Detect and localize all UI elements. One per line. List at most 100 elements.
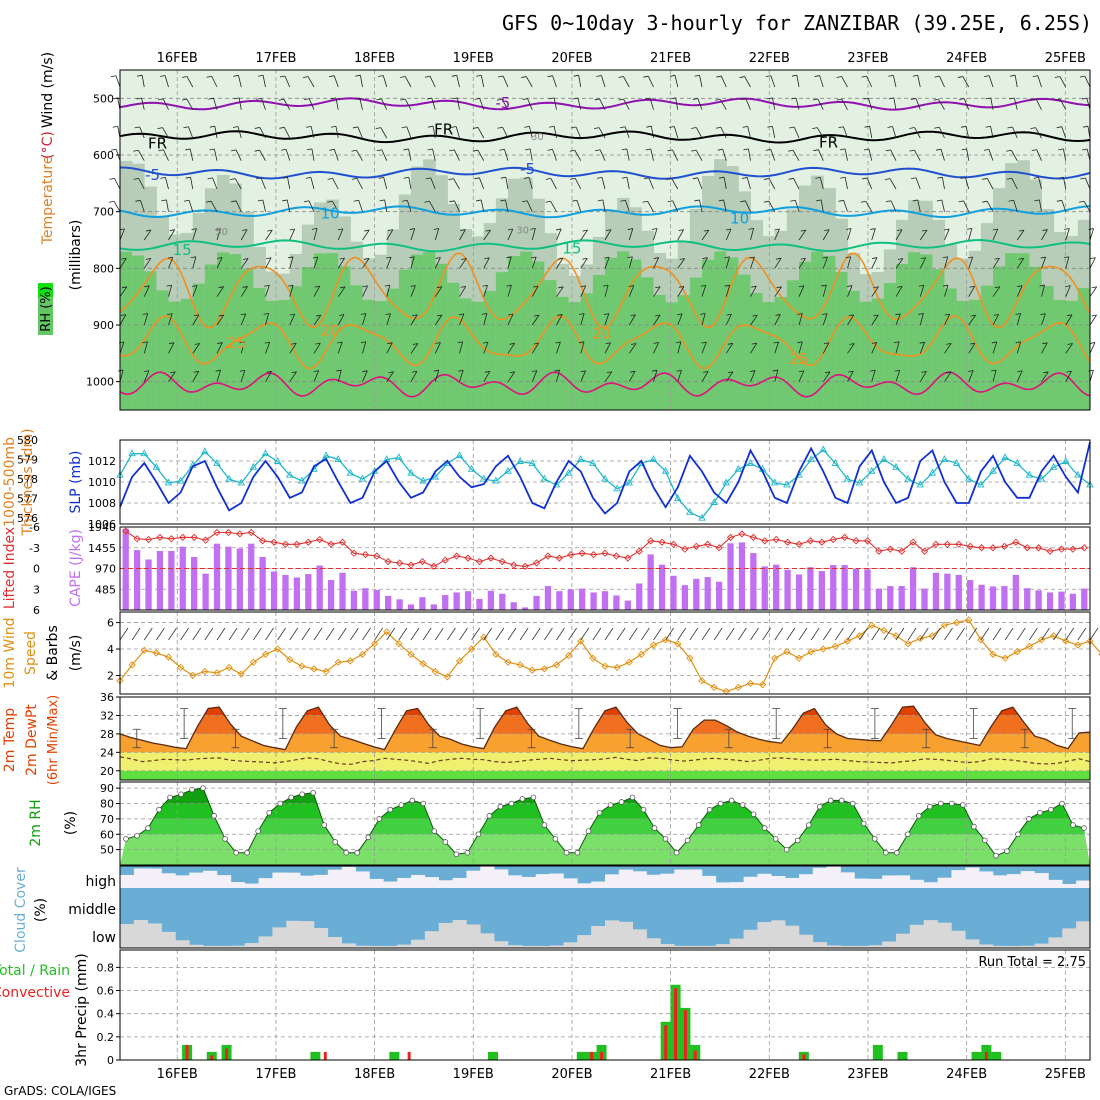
rh-shade-green: [605, 257, 618, 410]
wind-barb-flag: [400, 98, 406, 101]
wind-barb: [1038, 177, 1042, 190]
wind-barb: [1035, 127, 1042, 139]
wind-barb-flag: [936, 199, 942, 202]
wind-barb: [770, 75, 776, 88]
top-date-label: 24FEB: [946, 51, 987, 66]
wind-barb-flag: [727, 342, 733, 345]
cloud-high: [951, 870, 966, 888]
wind-barb-flag: [838, 199, 844, 202]
wind-barb: [141, 97, 145, 110]
cloud-low: [203, 945, 218, 948]
lifted-point: [144, 535, 153, 544]
wind-barb-flag: [655, 286, 661, 289]
wind-barb: [434, 314, 443, 326]
wind-barb: [313, 285, 321, 297]
wind-barb-flag: [184, 199, 190, 202]
contour-label: FR: [148, 135, 167, 153]
wind-barb: [650, 148, 654, 161]
lifted-point: [247, 528, 255, 537]
wind-barb: [459, 370, 464, 382]
wind-barb-flag: [666, 178, 672, 180]
wind-speed-point: [965, 616, 973, 624]
cloud-high: [161, 873, 176, 888]
wind-barb: [671, 178, 679, 190]
wind-barb-flag: [749, 370, 756, 372]
wind-barb-flag: [825, 371, 831, 374]
wind-barb: [941, 177, 945, 190]
cape-bar: [259, 556, 266, 610]
cloud-high: [133, 868, 149, 888]
wind-barb: [308, 200, 315, 212]
wind-barb-flag: [798, 370, 805, 373]
slp-tick-label: 1008: [88, 497, 116, 510]
rh-point: [960, 802, 966, 808]
wind-barb-flag: [158, 149, 164, 152]
rh-shade-green: [508, 256, 521, 410]
rh-point: [783, 846, 790, 853]
pressure-tick-label: 800: [93, 262, 114, 275]
lifted-point: [464, 554, 472, 562]
thickness-point: [346, 468, 355, 476]
lifted-point: [818, 538, 826, 546]
wind-speed-point: [128, 661, 136, 669]
wind-barb-flag: [474, 177, 480, 180]
wind-barb-flag: [193, 314, 199, 317]
wind-barb-flag: [484, 370, 490, 373]
wind-barb: [626, 148, 630, 161]
wind-speed-point: [443, 673, 452, 681]
cloud-low: [937, 922, 952, 948]
thickness-point: [746, 459, 755, 466]
thickness-point: [358, 474, 367, 482]
cloud-low: [327, 937, 343, 948]
rh-point: [916, 813, 922, 819]
wind-barb: [410, 371, 418, 382]
thickness-point: [140, 449, 149, 457]
lifted-tick-label: -6: [29, 521, 40, 534]
lifted-point: [350, 549, 358, 557]
wind-barb: [725, 256, 730, 269]
lifted-point: [932, 540, 940, 548]
wind-barb: [552, 149, 557, 161]
wind-barb: [944, 256, 949, 269]
thickness-point: [831, 459, 840, 466]
wind-barb-flag: [773, 341, 779, 344]
wind-barb-flag: [118, 369, 124, 372]
wind-barb: [992, 258, 1000, 269]
cloud-low: [591, 926, 606, 948]
wind-barb: [265, 257, 272, 269]
surface-wind-barb: [628, 627, 638, 641]
rh-shade-green: [1077, 288, 1091, 410]
surface-wind-barb: [507, 627, 517, 641]
cape-bar: [875, 588, 883, 610]
rh-shade-green: [1029, 266, 1042, 410]
thickness-point: [807, 455, 815, 462]
temp-band: [120, 752, 1090, 771]
cloud-low: [147, 923, 162, 948]
chart-title: GFS 0~10day 3-hourly for ZANZIBAR (39.25…: [502, 11, 1092, 35]
lifted-point: [589, 551, 598, 559]
wind-speed-point: [589, 654, 597, 662]
wind-barb-flag: [230, 178, 236, 180]
wind-barb: [653, 342, 660, 354]
wind-barb: [143, 370, 150, 382]
wind-barb: [774, 341, 779, 354]
wind-barb: [386, 256, 392, 269]
rh-shade-green: [544, 280, 557, 410]
wind-barb: [1011, 178, 1018, 190]
wind-barb-flag: [700, 284, 706, 287]
wind-speed-point: [977, 636, 985, 644]
wind-barb: [139, 126, 145, 139]
wind-barb-flag: [921, 370, 927, 373]
lifted-point: [772, 535, 780, 544]
cloud-low: [771, 920, 786, 948]
wind-barb: [434, 370, 440, 382]
wind-barb-flag: [1065, 285, 1071, 287]
rh-shade-green: [762, 302, 776, 410]
wind-barb-flag: [306, 148, 312, 151]
wind-barb: [333, 75, 339, 88]
wind-barb-flag: [337, 341, 343, 344]
wind-barb-flag: [846, 285, 853, 287]
rh-shade-green: [920, 254, 933, 410]
cloud-high: [965, 867, 980, 888]
